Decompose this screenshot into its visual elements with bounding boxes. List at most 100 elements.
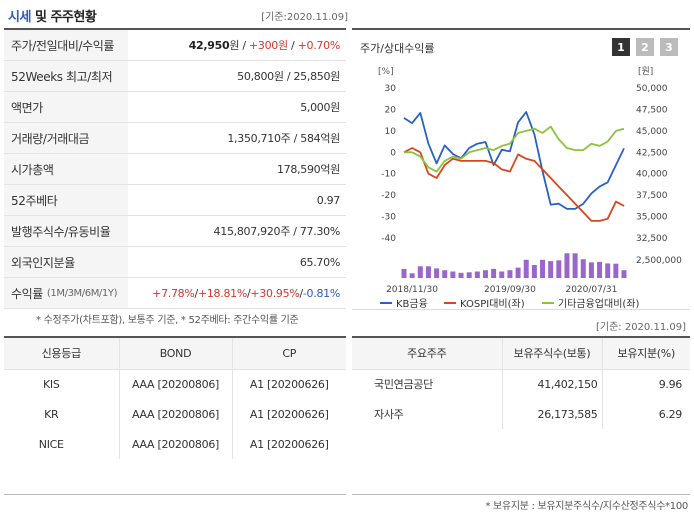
left-tick-label: 10 [385, 127, 397, 137]
value-part: 65.70% [299, 255, 340, 269]
price-row: 시가총액 178,590억원 [4, 154, 346, 185]
table-cell: A1 [20200626] [249, 407, 329, 421]
volume-bar [572, 253, 578, 278]
value-part: / [299, 286, 303, 300]
chart-tab-1[interactable]: 1 [612, 38, 630, 56]
left-tick-label: 30 [385, 84, 397, 94]
volume-bar [588, 262, 594, 278]
volume-bar [401, 268, 407, 278]
value-part: +0.70% [297, 39, 341, 52]
value-part: 5,000원 [300, 101, 340, 114]
chart-tab-2[interactable]: 2 [636, 38, 654, 56]
section-header: 시세 및 주주현황 [기준:2020.11.09] [8, 0, 348, 27]
price-row: 거래량/거래대금 1,350,710주 / 584억원 [4, 123, 346, 154]
price-row-label: 외국인지분율 [4, 247, 128, 277]
column-header: 보유지분(%) [602, 337, 690, 370]
value-part: / [247, 286, 251, 300]
credit-table-bottom-line [4, 494, 346, 495]
price-row-value: 178,590억원 [128, 161, 346, 177]
volume-bar [482, 270, 488, 278]
price-row-label: 52주베타 [4, 185, 128, 215]
column-header: 보유주식수(보통) [502, 337, 603, 370]
price-row-label: 거래량/거래대금 [4, 123, 128, 153]
right-tick-label: 47,500 [636, 105, 668, 115]
left-tick-label: -10 [381, 170, 396, 180]
legend-label: 기타금융업대비(좌) [558, 297, 640, 310]
volume-bar [580, 259, 586, 278]
right-axis-unit: [원] [638, 66, 653, 77]
left-tick-label: -40 [381, 234, 396, 244]
table-header-row: 주요주주 보유주식수(보통) 보유지분(%) [352, 337, 690, 370]
value-part: 178,590억원 [276, 163, 340, 176]
price-row-value: 50,800원 / 25,850원 [128, 68, 346, 84]
price-row-label: 수익률 (1M/3M/6M/1Y) [4, 278, 128, 308]
price-row-value: 0.97 [128, 194, 346, 207]
table-header-row: 신용등급 BOND CP [4, 337, 346, 370]
base-date-2: [기준: 2020.11.09] [595, 322, 686, 333]
value-part: +30.95% [250, 286, 300, 300]
price-row-value: +7.78%/+18.81%/+30.95%/-0.81% [128, 287, 346, 300]
table-cell: A1 [20200626] [249, 377, 329, 391]
table-cell: 41,402,150 [502, 369, 603, 399]
table-cell: KR [4, 399, 120, 429]
column-header: BOND [119, 337, 233, 370]
table-cell: 국민연금공단 [352, 369, 503, 399]
value-part: -0.81% [302, 286, 340, 300]
table-cell: AAA [20200806] [119, 399, 233, 429]
volume-bar [523, 259, 529, 278]
volume-bar [450, 271, 456, 278]
legend-label: KOSPI대비(좌) [460, 298, 525, 310]
price-row-value: 65.70% [128, 256, 346, 269]
volume-bar [605, 263, 611, 278]
chart-title: 주가/상대수익률 [360, 42, 435, 55]
table-cell: 26,173,585 [502, 399, 603, 429]
price-row-label: 액면가 [4, 92, 128, 122]
left-tick-label: -20 [381, 191, 396, 201]
right-tick-label: 32,500 [636, 234, 668, 244]
series-line [403, 111, 625, 210]
volume-scale-label: 2,500,000 [636, 256, 682, 266]
price-row: 52Weeks 최고/최저 50,800원 / 25,850원 [4, 61, 346, 92]
legend-label: KB금융 [396, 298, 428, 310]
price-note: * 수정주가(차트포함), 보통주 기준, * 52주베타: 주간수익률 기준 [36, 315, 299, 326]
volume-bar [417, 266, 423, 278]
table-cell: AAA [20200806] [119, 429, 233, 459]
price-row-value: 1,350,710주 / 584억원 [128, 130, 346, 146]
volume-bar [564, 253, 570, 278]
table-cell: AAA [20200806] [119, 369, 233, 399]
value-part: +300원 [248, 39, 288, 52]
table-row: 자사주 26,173,585 6.29 [352, 399, 690, 429]
volume-bar [442, 270, 448, 278]
x-tick-label: 2018/11/30 [386, 285, 438, 295]
x-tick-label: 2019/09/30 [484, 285, 536, 295]
price-row: 52주베타 0.97 [4, 185, 346, 216]
price-row: 액면가 5,000원 [4, 92, 346, 123]
price-row-label: 52Weeks 최고/최저 [4, 61, 128, 91]
table-row: 국민연금공단 41,402,150 9.96 [352, 369, 690, 399]
table-row: NICE AAA [20200806] A1 [20200626] [4, 429, 346, 459]
right-tick-label: 37,500 [636, 191, 668, 201]
value-part: / [287, 39, 298, 52]
volume-bar [466, 272, 472, 278]
volume-bar [491, 268, 497, 278]
credit-rating-table: 신용등급 BOND CP KIS AAA [20200806] A1 [20200626]… [4, 336, 346, 459]
value-part: +7.78% [152, 286, 195, 300]
price-row: 발행주식수/유동비율 415,807,920주 / 77.30% [4, 216, 346, 247]
relative-return-chart: [%] [원] 30 20 10 0 -10 -20 -30 -40 50,000 47,500 45,… [378, 66, 682, 310]
value-part: +18.81% [197, 286, 247, 300]
price-row: 수익률 (1M/3M/6M/1Y) +7.78%/+18.81%/+30.95%/-… [4, 278, 346, 309]
column-header: CP [232, 337, 346, 370]
value-part: 1,350,710주 / 584억원 [227, 132, 340, 145]
holder-table-bottom-line [352, 494, 690, 495]
value-part: 0.97 [316, 193, 341, 207]
price-row-label: 발행주식수/유동비율 [4, 216, 128, 246]
price-row: 외국인지분율 65.70% [4, 247, 346, 278]
table-cell: 9.96 [658, 377, 683, 391]
volume-bar [556, 260, 562, 278]
price-row-value: 42,950원 / +300원 / +0.70% [128, 37, 346, 53]
chart-tab-3[interactable]: 3 [660, 38, 678, 56]
price-row-label: 시가총액 [4, 154, 128, 184]
table-cell: KIS [4, 369, 120, 399]
